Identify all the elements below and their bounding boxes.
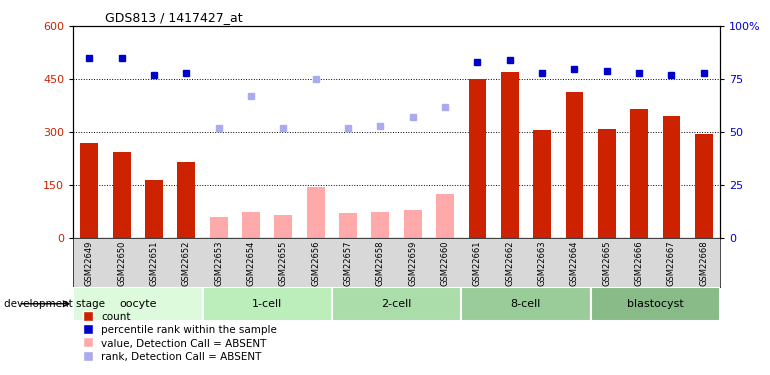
Bar xyxy=(436,194,454,238)
Text: GSM22654: GSM22654 xyxy=(246,241,256,286)
Text: GSM22655: GSM22655 xyxy=(279,241,288,286)
Bar xyxy=(565,92,584,238)
Bar xyxy=(461,287,591,321)
Text: GDS813 / 1417427_at: GDS813 / 1417427_at xyxy=(105,11,243,24)
Text: GSM22665: GSM22665 xyxy=(602,241,611,286)
Bar xyxy=(80,143,99,238)
Bar xyxy=(306,187,325,238)
Text: GSM22651: GSM22651 xyxy=(149,241,159,286)
Bar xyxy=(371,211,390,238)
Text: GSM22661: GSM22661 xyxy=(473,241,482,286)
Text: 1-cell: 1-cell xyxy=(252,299,283,309)
Text: GSM22658: GSM22658 xyxy=(376,241,385,286)
Bar xyxy=(630,109,648,238)
Text: GSM22649: GSM22649 xyxy=(85,241,94,286)
Text: GSM22653: GSM22653 xyxy=(214,241,223,286)
Bar xyxy=(242,211,260,238)
Bar xyxy=(598,129,616,238)
Text: 8-cell: 8-cell xyxy=(511,299,541,309)
Text: GSM22659: GSM22659 xyxy=(408,241,417,286)
Text: GSM22657: GSM22657 xyxy=(343,241,353,286)
Text: oocyte: oocyte xyxy=(119,299,156,309)
Text: GSM22652: GSM22652 xyxy=(182,241,191,286)
Bar xyxy=(695,134,713,238)
Bar xyxy=(468,79,487,238)
Bar xyxy=(591,287,720,321)
Legend: count, percentile rank within the sample, value, Detection Call = ABSENT, rank, : count, percentile rank within the sample… xyxy=(79,308,281,366)
Text: GSM22656: GSM22656 xyxy=(311,241,320,286)
Text: blastocyst: blastocyst xyxy=(627,299,684,309)
Text: GSM22664: GSM22664 xyxy=(570,241,579,286)
Bar xyxy=(662,116,681,238)
Bar xyxy=(339,213,357,238)
Text: GSM22650: GSM22650 xyxy=(117,241,126,286)
Bar xyxy=(209,217,228,238)
Bar xyxy=(403,210,422,238)
Bar xyxy=(203,287,332,321)
Text: GSM22668: GSM22668 xyxy=(699,241,708,286)
Text: development stage: development stage xyxy=(4,299,105,309)
Bar xyxy=(73,287,203,321)
Bar xyxy=(332,287,461,321)
Text: GSM22666: GSM22666 xyxy=(634,241,644,286)
Bar xyxy=(500,72,519,238)
Bar xyxy=(112,152,131,238)
Text: GSM22663: GSM22663 xyxy=(537,241,547,286)
Bar xyxy=(145,180,163,238)
Text: 2-cell: 2-cell xyxy=(381,299,412,309)
Bar xyxy=(274,215,293,238)
Text: GSM22662: GSM22662 xyxy=(505,241,514,286)
Text: GSM22660: GSM22660 xyxy=(440,241,450,286)
Bar xyxy=(177,162,196,238)
Text: GSM22667: GSM22667 xyxy=(667,241,676,286)
Bar xyxy=(533,130,551,238)
